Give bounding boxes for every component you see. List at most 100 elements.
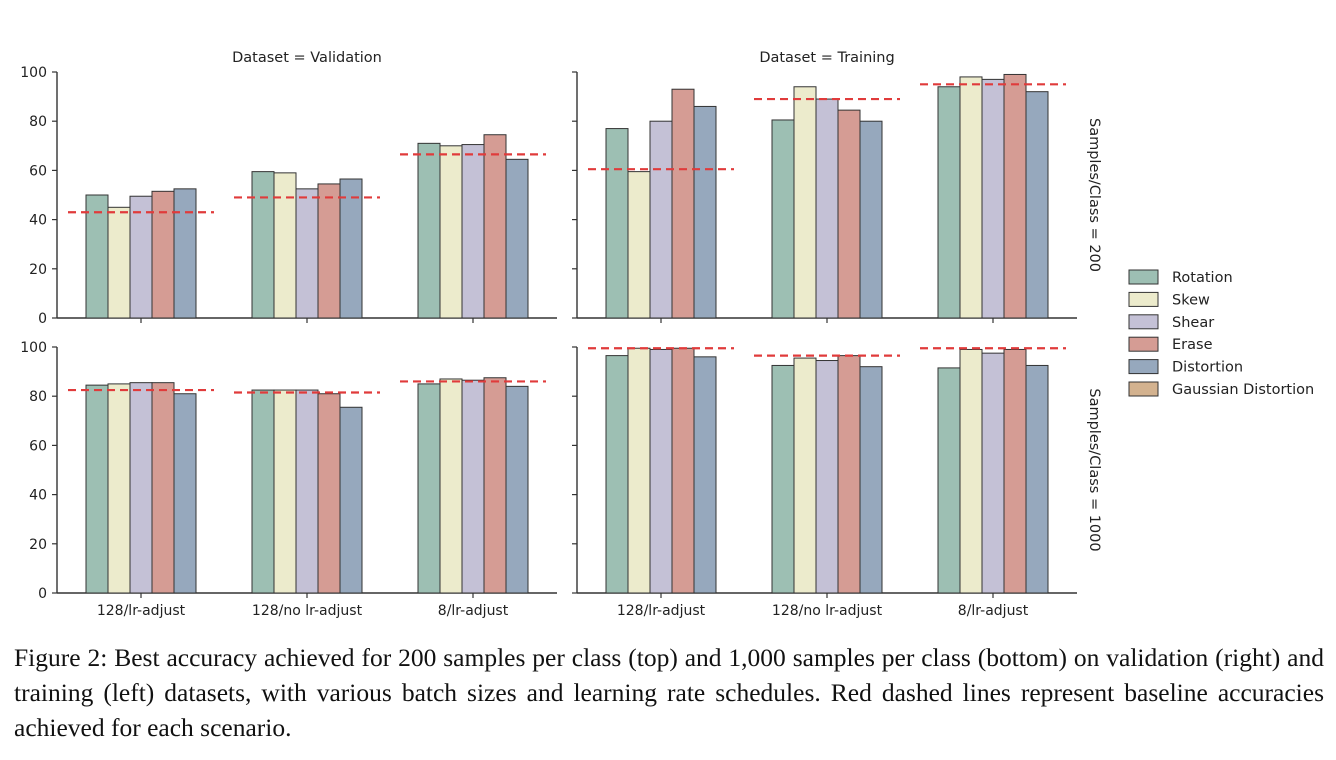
x-tick-label: 128/no lr-adjust — [252, 603, 363, 619]
bar — [627, 171, 651, 319]
row-label: Samples/Class = 200 — [1086, 118, 1102, 272]
y-tick-label: 100 — [20, 65, 47, 81]
y-tick-label: 100 — [20, 340, 47, 356]
legend-swatch — [1128, 359, 1159, 375]
row-label: Samples/Class = 1000 — [1086, 388, 1102, 551]
y-tick-label: 80 — [29, 389, 47, 405]
legend: Rotation Skew Shear Erase Distortion Gaussian… — [1128, 269, 1314, 398]
bar — [85, 194, 109, 319]
bar — [815, 360, 839, 594]
legend-swatch — [1128, 291, 1159, 307]
figure-chart: 0 20 40 60 80 100 Dataset = Validation Dataset … — [20, 50, 1314, 619]
bar — [959, 348, 983, 594]
bar — [859, 120, 883, 319]
y-tick-label: 40 — [29, 213, 47, 229]
bar — [461, 379, 485, 594]
panel-4: 128/lr-adjust 128/no lr-adjust 8/lr-adjust… — [572, 346, 1102, 619]
bar — [937, 367, 961, 594]
bar — [505, 158, 529, 319]
bar — [815, 98, 839, 319]
bar — [671, 88, 695, 319]
x-tick-label: 128/lr-adjust — [617, 603, 706, 619]
legend-label: Skew — [1172, 292, 1210, 308]
bar — [793, 86, 817, 319]
panel-title: Dataset = Training — [759, 50, 894, 66]
y-tick-label: 0 — [38, 311, 47, 327]
bar — [173, 188, 197, 319]
bar — [129, 195, 153, 319]
bar — [981, 352, 1005, 594]
bar — [85, 384, 109, 594]
bar — [1025, 364, 1049, 594]
bar — [771, 364, 795, 594]
bar — [605, 128, 629, 319]
x-tick-label: 128/lr-adjust — [97, 603, 186, 619]
legend-swatch — [1128, 314, 1159, 330]
bar — [605, 355, 629, 594]
bar — [439, 378, 463, 594]
bar — [483, 134, 507, 319]
y-tick-label: 60 — [29, 163, 47, 179]
bar — [273, 172, 297, 319]
bar — [981, 78, 1005, 319]
bar — [1025, 91, 1049, 319]
bar — [273, 389, 297, 594]
x-tick-label: 8/lr-adjust — [438, 603, 509, 619]
bar — [693, 356, 717, 594]
y-tick-label: 80 — [29, 114, 47, 130]
bar — [295, 389, 319, 594]
panel-1: 0 20 40 60 80 100 Dataset = Validation — [20, 50, 557, 327]
bar — [151, 190, 175, 319]
bar — [771, 119, 795, 319]
bar — [251, 389, 275, 594]
bar — [317, 183, 341, 319]
bar — [107, 206, 131, 319]
x-tick-label: 8/lr-adjust — [958, 603, 1029, 619]
bar — [339, 178, 363, 319]
bar — [649, 348, 673, 594]
legend-label: Distortion — [1172, 360, 1243, 376]
bar — [837, 355, 861, 594]
bar — [1003, 348, 1027, 594]
bar — [151, 382, 175, 594]
panel-2: Dataset = Training Samples/Class = 200 — [572, 50, 1102, 323]
bar — [107, 383, 131, 594]
y-tick-label: 20 — [29, 262, 47, 278]
bar — [339, 406, 363, 594]
legend-swatch — [1128, 381, 1159, 397]
bar — [461, 144, 485, 319]
bar — [295, 188, 319, 319]
x-tick-label: 128/no lr-adjust — [772, 603, 883, 619]
y-tick-label: 20 — [29, 537, 47, 553]
panel-3: 0 20 40 60 80 100 128/lr-adjust 128/no lr-adjus… — [20, 340, 557, 619]
bar — [937, 86, 961, 319]
bar — [793, 357, 817, 594]
bar — [317, 393, 341, 594]
y-tick-label: 40 — [29, 488, 47, 504]
bar — [671, 347, 695, 594]
bar — [859, 366, 883, 594]
bar — [959, 76, 983, 319]
bar — [505, 385, 529, 594]
legend-label: Gaussian Distortion — [1172, 382, 1314, 398]
bar — [649, 120, 673, 319]
legend-label: Rotation — [1172, 270, 1233, 286]
bar — [129, 382, 153, 594]
legend-swatch — [1128, 269, 1159, 285]
bar — [837, 109, 861, 319]
y-tick-label: 0 — [38, 586, 47, 602]
bar — [1003, 73, 1027, 319]
legend-label: Shear — [1172, 315, 1214, 331]
bar — [173, 393, 197, 594]
figure-caption: Figure 2: Best accuracy achieved for 200… — [14, 643, 1324, 742]
bar — [439, 145, 463, 319]
bar — [417, 142, 441, 319]
bar — [417, 383, 441, 594]
bar — [483, 377, 507, 594]
legend-label: Erase — [1172, 337, 1213, 353]
bar — [251, 171, 275, 319]
panel-title: Dataset = Validation — [232, 50, 382, 66]
y-tick-label: 60 — [29, 438, 47, 454]
legend-swatch — [1128, 336, 1159, 352]
bar — [693, 105, 717, 319]
